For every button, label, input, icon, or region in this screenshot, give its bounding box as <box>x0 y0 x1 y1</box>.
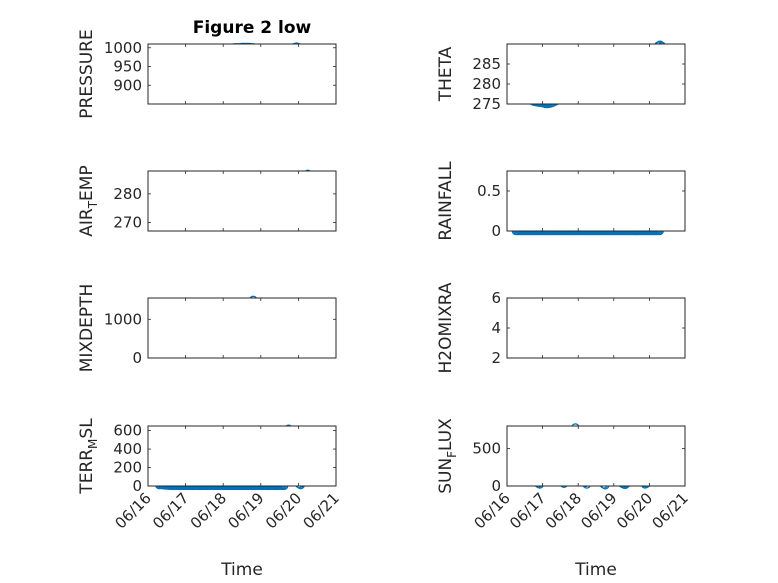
y-tick-label: 275 <box>472 95 501 113</box>
subplot-theta: 275 280 285 THETA <box>436 40 686 113</box>
y-tick-label: 400 <box>113 440 142 458</box>
y-tick-label: 280 <box>113 185 142 203</box>
x-tick-label: 06/20 <box>262 489 305 532</box>
subplot-rainfall: 0 0.5 RAINFALL <box>436 161 686 241</box>
y-tick-label: 0 <box>132 349 142 367</box>
sun-flux-xlabel: Time <box>574 560 617 580</box>
h2omixra-ylabel: H2OMIXRA <box>436 282 456 373</box>
air-temp-ylabel: AIRTEMP <box>77 165 100 236</box>
sun-flux-axes-box <box>506 425 686 487</box>
x-tick-label: 06/17 <box>506 489 549 532</box>
subplot-mixdepth: 0 1000 MIXDEPTH <box>77 284 337 373</box>
y-tick-label: 6 <box>491 289 501 307</box>
x-tick-label: 06/21 <box>649 489 692 532</box>
y-tick-label: 500 <box>472 440 501 458</box>
x-tick-label: 06/16 <box>112 489 155 532</box>
terr-msl-ylabel: TERRMSL <box>77 418 100 495</box>
x-tick-label: 06/16 <box>471 489 514 532</box>
sun-flux-ylabel: SUNFLUX <box>436 418 459 494</box>
subplot-air-temp: 270 280 AIRTEMP <box>77 165 337 237</box>
y-tick-label: 285 <box>472 55 501 73</box>
x-tick-label: 06/18 <box>187 489 230 532</box>
pressure-axes-box <box>147 43 337 105</box>
x-tick-label: 06/20 <box>613 489 656 532</box>
x-tick-label: 06/19 <box>577 489 620 532</box>
y-tick-label: 950 <box>113 58 142 76</box>
y-tick-label: 0 <box>491 477 501 495</box>
y-tick-label: 900 <box>113 76 142 94</box>
terr-msl-xlabel: Time <box>220 560 263 580</box>
y-tick-label: 600 <box>113 422 142 440</box>
pressure-ylabel: PRESSURE <box>77 29 97 118</box>
y-tick-label: 1000 <box>104 310 142 328</box>
y-tick-label: 0.5 <box>477 182 501 200</box>
y-tick-label: 0 <box>132 477 142 495</box>
figure-title: Figure 2 low <box>193 18 312 38</box>
y-tick-label: 2 <box>491 349 501 367</box>
terr-msl-axes-box <box>147 425 337 487</box>
rainfall-ylabel: RAINFALL <box>436 161 456 241</box>
rainfall-axes-box <box>506 170 686 232</box>
y-tick-label: 4 <box>491 319 501 337</box>
x-tick-label: 06/18 <box>542 489 585 532</box>
y-tick-label: 280 <box>472 75 501 93</box>
y-tick-label: 270 <box>113 213 142 231</box>
subplot-h2omixra: 2 4 6 H2OMIXRA <box>436 282 686 374</box>
y-tick-label: 200 <box>113 459 142 477</box>
x-tick-label: 06/19 <box>224 489 267 532</box>
y-tick-label: 0 <box>491 222 501 240</box>
theta-ylabel: THETA <box>436 46 456 102</box>
air-temp-axes-box <box>147 170 337 232</box>
mixdepth-ylabel: MIXDEPTH <box>77 284 97 373</box>
y-tick-label: 1000 <box>104 39 142 57</box>
x-tick-label: 06/21 <box>300 489 343 532</box>
mixdepth-axes-box <box>147 297 337 359</box>
theta-axes-box <box>506 43 686 105</box>
h2omixra-axes-box <box>506 297 686 359</box>
x-tick-label: 06/17 <box>149 489 192 532</box>
